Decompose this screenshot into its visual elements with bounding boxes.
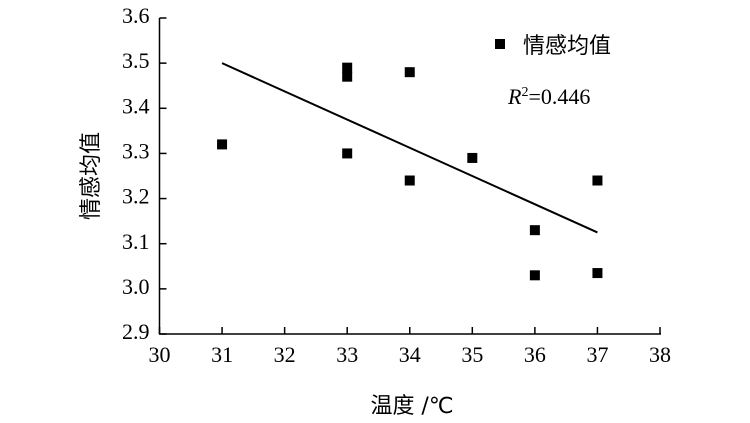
x-tick-label: 32 <box>274 342 296 367</box>
y-tick-label: 3.4 <box>122 93 150 118</box>
legend-marker <box>495 39 505 49</box>
data-point <box>592 175 603 186</box>
data-points <box>217 62 603 281</box>
legend-label: 情感均值 <box>523 34 611 59</box>
x-tick-label: 38 <box>649 342 671 367</box>
trendline <box>221 62 598 234</box>
data-point <box>592 268 603 279</box>
x-tick-label: 36 <box>524 342 546 367</box>
r2-superscript: 2 <box>521 85 528 100</box>
x-tick-label: 37 <box>586 342 608 367</box>
x-axis-title: 温度 /℃ <box>370 394 453 419</box>
data-point <box>529 270 540 281</box>
data-point <box>342 62 353 73</box>
y-tick-label: 2.9 <box>122 319 150 344</box>
y-tick-label: 3.1 <box>122 229 150 254</box>
r-squared-annotation: R2=0.446 <box>507 84 590 109</box>
y-tick-label: 3.0 <box>122 274 150 299</box>
data-point <box>217 139 228 150</box>
trendline-group <box>221 62 598 234</box>
x-tick-label: 33 <box>336 342 358 367</box>
data-point <box>404 175 415 186</box>
legend: 情感均值 <box>495 34 611 59</box>
r2-symbol: R <box>507 84 522 109</box>
x-tick-label: 35 <box>461 342 483 367</box>
x-tick-label: 31 <box>211 342 233 367</box>
y-axis-title: 情感均值 <box>79 132 104 220</box>
data-point <box>404 67 415 78</box>
y-tick-label: 3.6 <box>122 3 150 28</box>
x-ticks: 30 31 32 33 34 35 36 37 38 <box>149 327 671 367</box>
y-tick-label: 3.3 <box>122 138 150 163</box>
data-point <box>467 152 478 163</box>
r2-value: =0.446 <box>528 84 590 109</box>
data-point <box>529 225 540 236</box>
y-tick-label: 3.5 <box>122 48 150 73</box>
x-tick-label: 34 <box>399 342 421 367</box>
data-point <box>342 148 353 159</box>
data-point <box>342 71 353 82</box>
y-tick-label: 3.2 <box>122 184 150 209</box>
y-ticks: 2.9 3.0 3.1 3.2 3.3 3.4 3.5 3.6 <box>122 3 167 344</box>
x-tick-label: 30 <box>149 342 171 367</box>
